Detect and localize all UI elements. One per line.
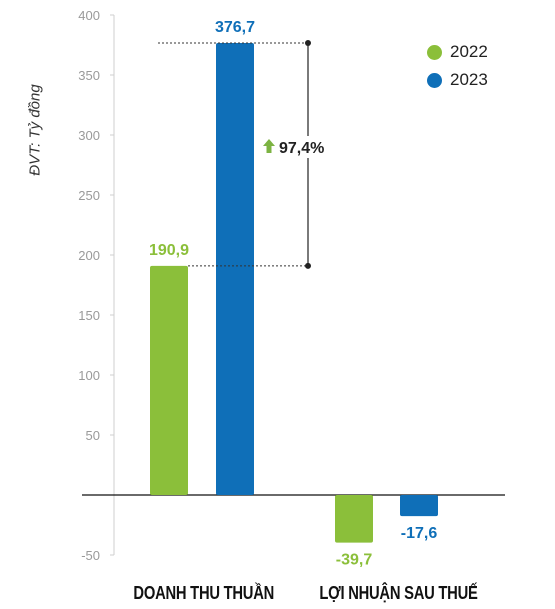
y-tick-label-350: 350 xyxy=(78,68,100,83)
category-label-doanh-thu: DOANH THU THUẦN xyxy=(133,583,275,603)
y-tick-label--50: -50 xyxy=(81,548,100,563)
bar-2023-cat1 xyxy=(400,495,438,517)
growth-percentage-label: 97,4% xyxy=(279,140,324,157)
legend-swatch-2022 xyxy=(427,44,442,60)
up-arrow-icon xyxy=(263,139,275,153)
y-tick-label-150: 150 xyxy=(78,308,100,323)
bar-2022-cat1 xyxy=(335,495,373,543)
y-tick-label-400: 400 xyxy=(78,8,100,23)
y-tick-label-300: 300 xyxy=(78,128,100,143)
legend: 2022 2023 xyxy=(427,38,488,94)
y-tick-label-250: 250 xyxy=(78,188,100,203)
bracket-end-bottom xyxy=(305,262,311,269)
legend-item-2023: 2023 xyxy=(427,66,488,94)
legend-label-2022: 2022 xyxy=(450,42,488,61)
data-label-2022-cat1: -39,7 xyxy=(336,552,373,569)
y-tick-label-200: 200 xyxy=(78,248,100,263)
legend-label-2023: 2023 xyxy=(450,70,488,89)
y-tick-label-100: 100 xyxy=(78,368,100,383)
bar-2022-cat0 xyxy=(150,265,188,495)
category-label-loi-nhuan: LỢI NHUẬN SAU THUẾ xyxy=(319,583,478,603)
bracket-end-top xyxy=(305,39,311,46)
data-label-2023-cat0: 376,7 xyxy=(215,19,255,36)
data-label-2022-cat0: 190,9 xyxy=(149,242,189,259)
bar-2023-cat0 xyxy=(216,42,254,496)
growth-label-bg xyxy=(262,136,338,158)
legend-item-2022: 2022 xyxy=(427,38,488,66)
unit-label: ĐVT: Tỷ đồng xyxy=(26,84,44,176)
data-label-2023-cat1: -17,6 xyxy=(401,525,438,542)
y-tick-label-50: 50 xyxy=(86,428,100,443)
legend-swatch-2023 xyxy=(427,72,442,88)
